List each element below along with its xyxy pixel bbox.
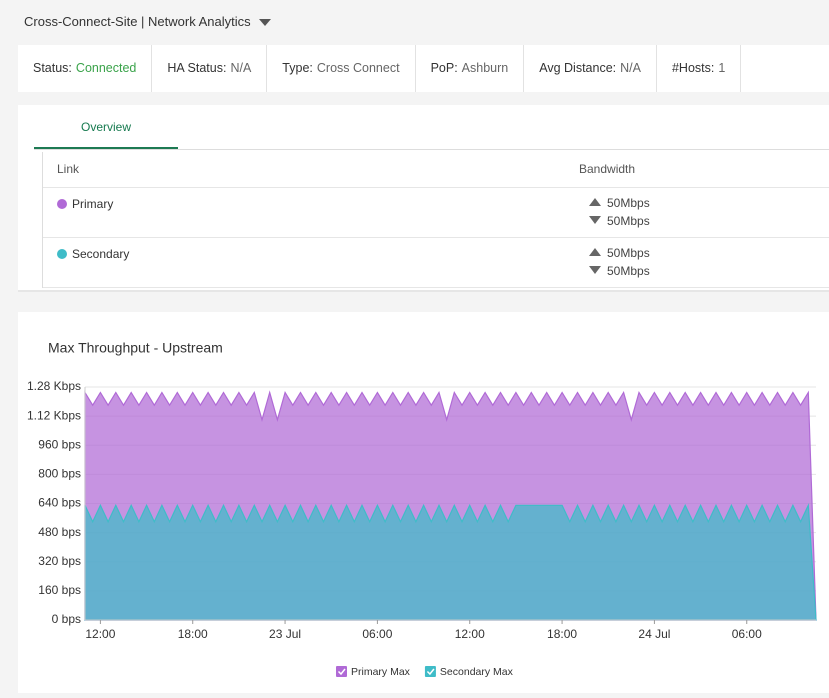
column-header: Bandwidth	[579, 162, 636, 176]
y-tick-label: 1.28 Kbps	[27, 379, 81, 393]
y-tick-label: 640 bps	[38, 496, 81, 510]
tab[interactable]: Overview	[34, 105, 178, 150]
status-item: PoP: Ashburn	[416, 45, 525, 92]
x-tick-label: 18:00	[178, 627, 208, 641]
x-tick-label: 18:00	[547, 627, 577, 641]
status-value: 1	[718, 61, 726, 75]
status-label: Avg Distance:	[539, 61, 617, 75]
status-label: HA Status:	[167, 61, 227, 75]
down-value: 50Mbps	[607, 214, 650, 228]
legend-swatch	[336, 666, 347, 677]
y-tick-label: 160 bps	[38, 583, 81, 597]
overview-panel: Overview Link Bandwidth Primary 50Mbps 50M…	[18, 105, 829, 292]
dropdown-caret	[258, 19, 271, 27]
chart: Max Throughput - Upstream 0 bps 160 bps 32…	[27, 340, 817, 678]
table-row: Primary 50Mbps 50Mbps	[43, 188, 829, 238]
status-value: Ashburn	[461, 61, 509, 75]
x-tick-label: 23 Jul	[269, 627, 301, 641]
area	[84, 502, 817, 621]
y-tick-label: 960 bps	[38, 437, 81, 451]
legend-label[interactable]: Primary Max	[351, 666, 411, 678]
table-row: Secondary 50Mbps 50Mbps	[43, 238, 829, 288]
bandwidth-up: 50Mbps	[589, 244, 650, 262]
up-value: 50Mbps	[607, 196, 650, 210]
status-item: HA Status: N/A	[152, 45, 268, 92]
bandwidth-cell: 50Mbps 50Mbps	[589, 244, 650, 280]
status-label: Status:	[33, 61, 72, 75]
status-label: PoP:	[430, 61, 458, 75]
bandwidth-down: 50Mbps	[589, 262, 650, 280]
status-label: Type:	[282, 61, 313, 75]
tab-divider	[34, 149, 829, 150]
down-arrow	[589, 266, 601, 274]
status-item: Type: Cross Connect	[267, 45, 416, 92]
bandwidth-up: 50Mbps	[589, 194, 650, 212]
chart-panel: Max Throughput - Upstream 0 bps 160 bps 32…	[18, 312, 829, 693]
legend-check	[337, 668, 346, 676]
status-value: Cross Connect	[316, 61, 400, 75]
status-item: Avg Distance: N/A	[524, 45, 657, 92]
title-text: Cross-Connect-Site | Network Analytics	[24, 14, 251, 29]
up-arrow	[589, 198, 601, 206]
up-arrow	[589, 248, 601, 256]
status-value: N/A	[230, 61, 252, 75]
down-value: 50Mbps	[607, 264, 650, 278]
column-header: Link	[57, 162, 80, 176]
up-value: 50Mbps	[607, 246, 650, 260]
link-cell: Primary	[57, 197, 113, 211]
link-name: Secondary	[72, 247, 130, 261]
status-value: N/A	[620, 61, 641, 75]
y-tick-label: 320 bps	[38, 554, 81, 568]
link-table: Link Bandwidth Primary 50Mbps 50Mbps Second…	[42, 152, 829, 288]
y-tick-label: 0 bps	[52, 612, 81, 626]
link-dot	[57, 249, 67, 259]
table-header: Link Bandwidth	[43, 152, 829, 188]
down-arrow	[589, 216, 601, 224]
link-name: Primary	[72, 197, 114, 211]
status-value: Connected	[75, 61, 137, 75]
link-dot	[57, 199, 67, 209]
bandwidth-cell: 50Mbps 50Mbps	[589, 194, 650, 230]
x-tick-label: 12:00	[455, 627, 485, 641]
bandwidth-down: 50Mbps	[589, 212, 650, 230]
page-title[interactable]: Cross-Connect-Site | Network Analytics	[24, 14, 271, 29]
status-item: Status: Connected	[18, 45, 153, 92]
status-item: #Hosts: 1	[657, 45, 742, 92]
legend-swatch	[424, 666, 436, 677]
y-tick-label: 800 bps	[38, 467, 81, 481]
x-tick-label: 24 Jul	[638, 627, 670, 641]
x-tick-label: 12:00	[85, 627, 115, 641]
y-tick-label: 1.12 Kbps	[27, 408, 81, 422]
link-cell: Secondary	[57, 247, 129, 261]
legend-label[interactable]: Secondary Max	[440, 666, 514, 678]
status-label: #Hosts:	[671, 61, 715, 75]
y-tick-label: 480 bps	[38, 525, 81, 539]
status-bar: Status: Connected HA Status: N/A Type: Cross …	[18, 45, 829, 92]
x-tick-label: 06:00	[732, 627, 762, 641]
chart-title: Max Throughput - Upstream	[48, 340, 223, 356]
x-tick-label: 06:00	[362, 627, 392, 641]
legend-check	[426, 668, 435, 676]
